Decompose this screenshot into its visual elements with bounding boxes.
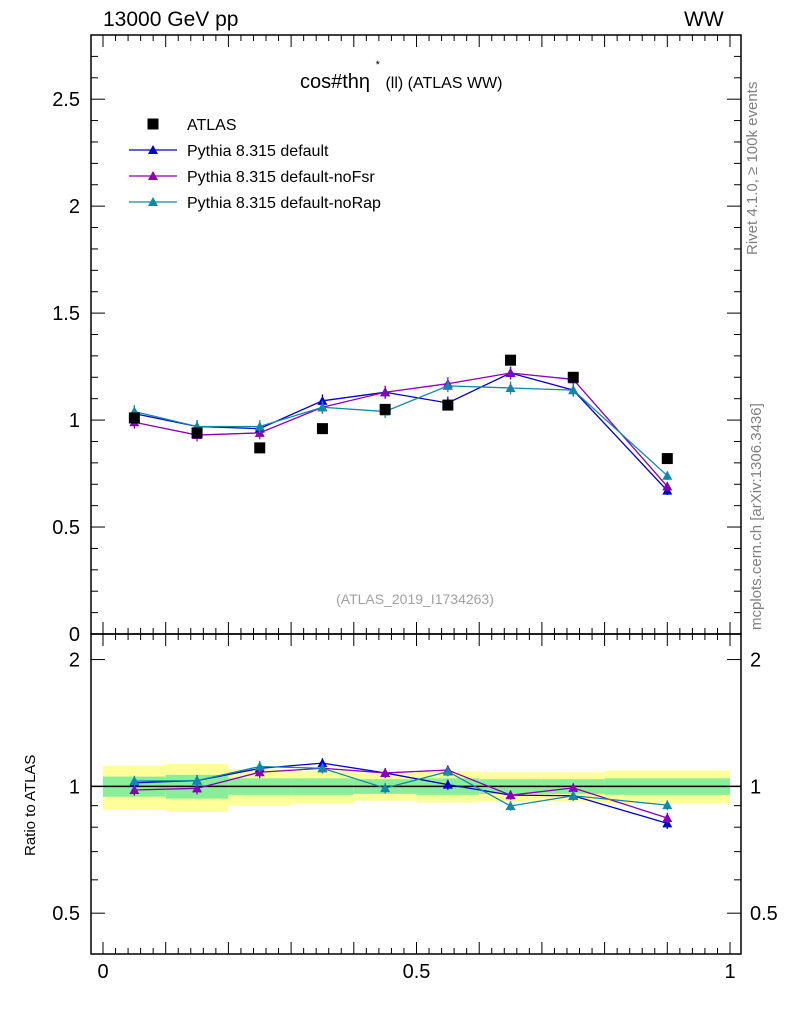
data-point <box>442 399 454 411</box>
legend: ATLAS Pythia 8.315 default Pythia 8.315 de… <box>129 117 381 212</box>
ratio-point <box>505 790 516 800</box>
plot-title: cos#thη * (ll) (ATLAS WW) <box>300 51 502 93</box>
analysis-watermark: (ATLAS_2019_I1734263) <box>336 591 494 607</box>
plot-title-sub: (ll) (ATLAS WW) <box>385 75 502 92</box>
ratio-plot <box>91 758 741 829</box>
ratio-y-tick-label-right: 1 <box>750 776 761 798</box>
ratio-y-tick-label-right: 2 <box>750 650 761 672</box>
ratio-point <box>192 783 203 793</box>
ratio-point <box>317 763 328 773</box>
axes: 0 0.5 1 1.5 2 2.5 0.5 0.5 1 1 2 2 0 0.5 1 <box>52 34 778 983</box>
ratio-y-tick-label: 2 <box>69 650 80 672</box>
legend-series-label: Pythia 8.315 default <box>187 143 329 160</box>
main-y-tick-label: 2.5 <box>52 89 80 111</box>
main-plot <box>128 354 673 495</box>
ratio-point <box>662 812 673 822</box>
ratio-point <box>317 758 328 768</box>
x-tick-label: 1 <box>724 961 735 983</box>
ratio-point <box>442 779 453 789</box>
main-y-tick-label: 0 <box>69 624 80 646</box>
legend-series-label: Pythia 8.315 default-noFsr <box>187 169 375 186</box>
ratio-point <box>568 782 579 792</box>
ratio-point <box>505 800 516 810</box>
series-point <box>317 395 328 405</box>
data-point <box>567 371 579 383</box>
rivet-version-label: Rivet 4.1.0, ≥ 100k events <box>744 81 761 255</box>
header-left: 13000 GeV pp <box>103 8 239 31</box>
ratio-point <box>380 783 391 793</box>
ratio-point <box>254 761 265 771</box>
series-point <box>442 380 453 390</box>
series-point <box>505 368 516 378</box>
legend-series-marker <box>148 197 158 206</box>
header-right: WW <box>684 8 724 31</box>
x-tick-label: 0.5 <box>403 961 431 983</box>
main-y-tick-label: 0.5 <box>52 517 80 539</box>
series-point <box>662 470 673 480</box>
ratio-point <box>380 767 391 777</box>
data-point <box>505 354 517 366</box>
series-point <box>662 481 673 491</box>
legend-data-marker <box>147 118 159 130</box>
series-point <box>254 421 265 431</box>
data-point <box>661 453 673 465</box>
main-y-tick-label: 2 <box>69 196 80 218</box>
data-point <box>254 442 266 454</box>
ratio-point <box>568 790 579 800</box>
main-y-tick-label: 1 <box>69 410 80 432</box>
x-tick-label: 0 <box>97 961 108 983</box>
legend-series-marker <box>148 145 158 154</box>
data-point <box>128 412 140 424</box>
ratio-y-axis-label: Ratio to ATLAS <box>22 754 39 856</box>
legend-series-label: Pythia 8.315 default-noRap <box>187 195 381 212</box>
series-line <box>134 385 668 477</box>
legend-series-marker <box>148 171 158 180</box>
plot-title-main: cos#thη <box>300 71 370 93</box>
data-point <box>379 403 391 415</box>
main-y-tick-label: 1.5 <box>52 303 80 325</box>
data-point <box>316 423 328 435</box>
legend-data-label: ATLAS <box>187 117 237 134</box>
ratio-point <box>662 800 673 810</box>
ratio-y-tick-label: 1 <box>69 776 80 798</box>
data-point <box>191 427 203 439</box>
mcplots-label: mcplots.cern.ch [arXiv:1306.3436] <box>748 403 765 630</box>
series-line <box>134 372 668 487</box>
ratio-point <box>192 775 203 785</box>
ratio-point <box>129 776 140 786</box>
series-point <box>505 382 516 392</box>
ratio-y-tick-label: 0.5 <box>52 903 80 925</box>
ratio-y-tick-label-right: 0.5 <box>750 903 778 925</box>
series-point <box>317 402 328 412</box>
series-point <box>380 387 391 397</box>
ratio-point <box>442 766 453 776</box>
plot-title-sup: * <box>376 59 381 71</box>
ratio-point <box>129 785 140 795</box>
series-point <box>568 385 579 395</box>
